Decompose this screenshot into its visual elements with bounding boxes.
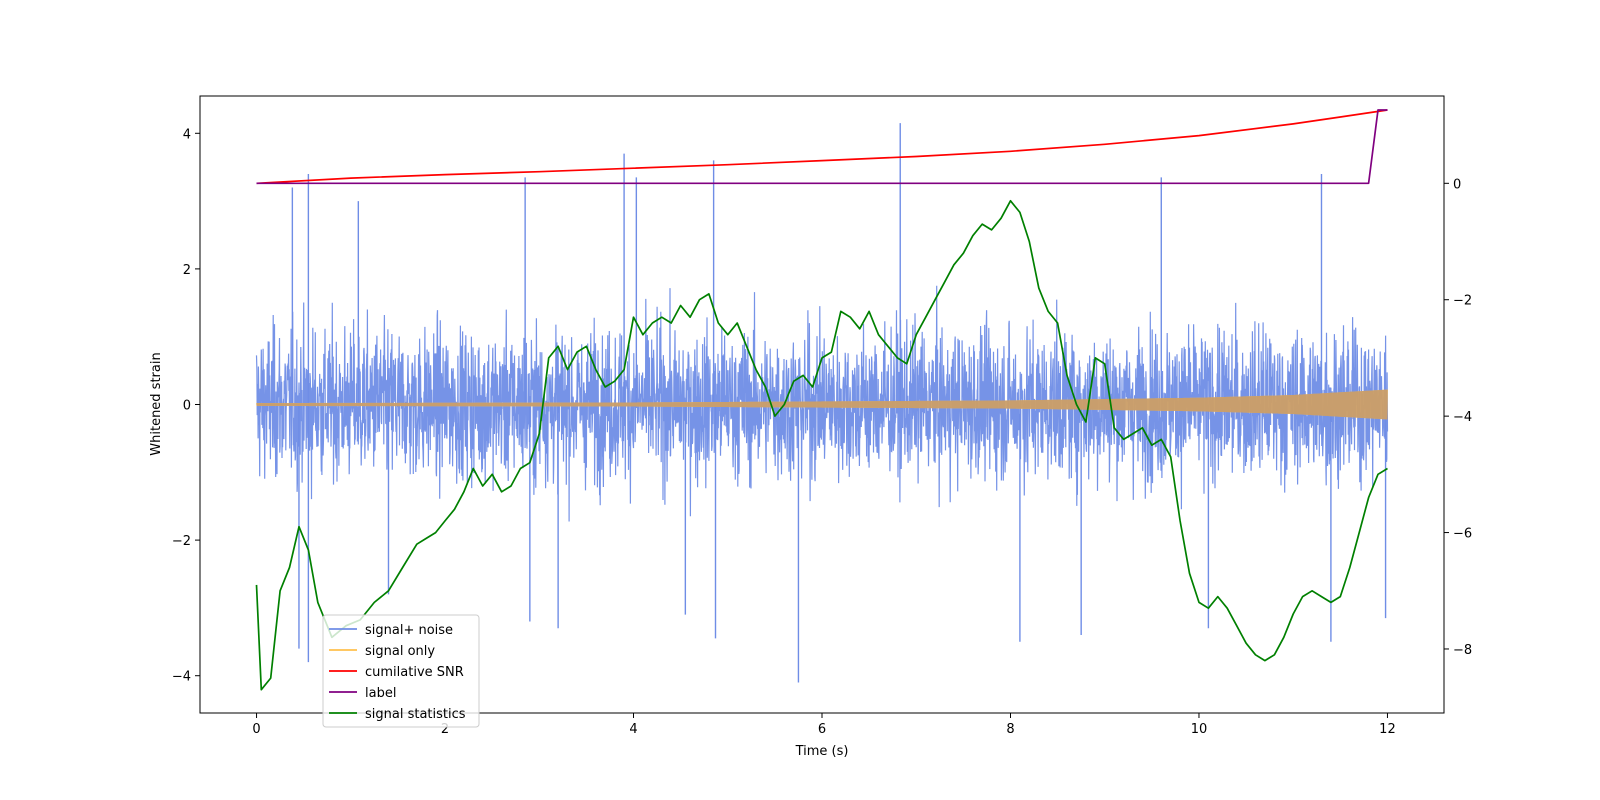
legend-box — [322, 614, 480, 728]
y-tick-label: 2 — [183, 263, 191, 278]
x-tick-label: 12 — [1379, 722, 1396, 737]
y-tick-label: 0 — [183, 399, 191, 414]
y2-tick-label: −8 — [1453, 643, 1472, 658]
y-axis-left: −4 −2 0 2 4 — [172, 127, 200, 685]
x-tick-label: 2 — [441, 722, 449, 737]
y-tick-label: −2 — [172, 534, 191, 549]
x-tick-label: 4 — [629, 722, 637, 737]
series-signal-statistics-line — [255, 199, 1388, 691]
series-layer — [255, 109, 1389, 691]
y-tick-label: 4 — [183, 127, 191, 142]
series-cumulative-snr-line — [256, 109, 1388, 185]
series-signal-noise-line — [255, 285, 1389, 522]
series-label-line — [256, 109, 1388, 185]
legend-entry-label: signal only — [365, 644, 435, 659]
legend-entry-label: signal+ noise — [365, 623, 453, 638]
x-axis-label: Time (s) — [795, 744, 849, 759]
y2-tick-label: −2 — [1453, 294, 1472, 309]
legend-entry-label: signal statistics — [365, 707, 466, 722]
x-tick-label: 8 — [1006, 722, 1014, 737]
y2-tick-label: 0 — [1453, 177, 1461, 192]
y-axis-right: −8 −6 −4 −2 0 — [1444, 177, 1472, 658]
y-axis-label: Whitened strain — [149, 352, 164, 455]
x-axis: 0 2 4 6 8 10 12 — [252, 713, 1396, 737]
y2-tick-label: −6 — [1453, 527, 1472, 542]
legend-entry-label: label — [365, 686, 396, 701]
x-tick-label: 10 — [1191, 722, 1208, 737]
x-tick-label: 6 — [818, 722, 826, 737]
legend-entry-label: cumilative SNR — [365, 665, 464, 680]
y-tick-label: −4 — [172, 670, 191, 685]
legend: signal+ noise signal only cumilative SNR la… — [322, 614, 480, 728]
x-tick-label: 0 — [252, 722, 260, 737]
y2-tick-label: −4 — [1453, 410, 1472, 425]
series-signal-only-band — [256, 389, 1388, 420]
